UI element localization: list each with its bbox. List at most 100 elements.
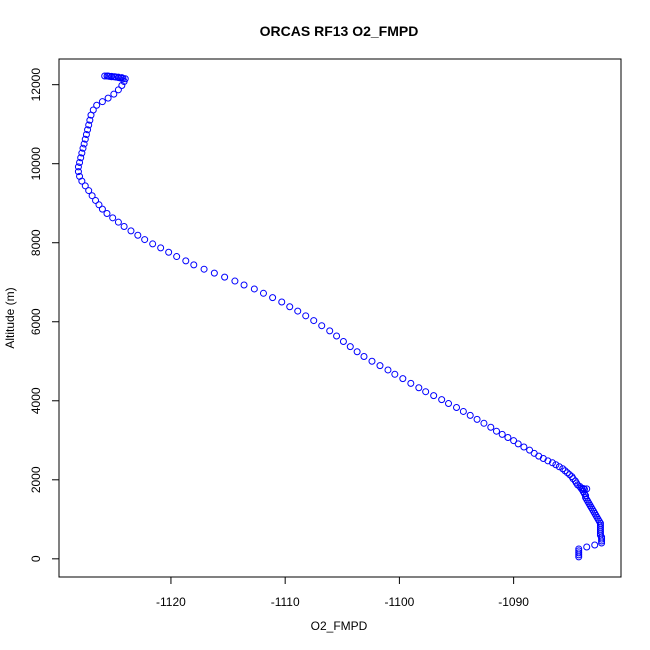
data-point: [104, 72, 112, 80]
data-point: [190, 261, 198, 269]
data-point: [165, 248, 173, 256]
data-point: [149, 240, 157, 248]
data-point: [85, 121, 93, 129]
data-point: [79, 144, 87, 152]
data-point: [353, 348, 361, 356]
y-axis: 0 2000 4000 6000 8000 10000 12000: [29, 68, 60, 562]
data-point: [231, 277, 239, 285]
data-point: [318, 322, 326, 330]
data-point: [376, 362, 384, 370]
x-tick-label: -1120: [156, 595, 186, 609]
x-axis-label: O2_FMPD: [311, 619, 368, 633]
data-point: [582, 494, 590, 502]
data-point: [111, 73, 119, 81]
data-point: [173, 253, 181, 261]
data-point: [101, 72, 109, 80]
data-point: [81, 135, 89, 143]
data-point: [459, 407, 467, 415]
data-point: [76, 172, 84, 180]
data-point: [98, 98, 106, 106]
data-point: [250, 285, 258, 293]
data-point: [221, 273, 229, 281]
plot-frame: [58, 58, 622, 578]
data-point: [591, 541, 599, 549]
data-point: [108, 72, 116, 80]
data-point: [76, 159, 84, 167]
data-point: [559, 465, 567, 473]
data-point: [114, 86, 122, 94]
data-points: [74, 72, 606, 561]
data-point: [568, 473, 576, 481]
data-point: [346, 343, 354, 351]
data-point: [333, 332, 341, 340]
data-point: [575, 545, 583, 553]
y-tick-label: 10000: [29, 147, 43, 181]
data-point: [480, 419, 488, 427]
data-point: [120, 223, 128, 231]
data-point: [526, 446, 534, 454]
data-point: [118, 74, 126, 82]
y-axis-label: Altitude (m): [3, 287, 17, 348]
data-point: [510, 437, 518, 445]
data-point: [95, 201, 103, 209]
data-point: [85, 187, 93, 195]
data-point: [583, 543, 591, 551]
data-point: [77, 154, 85, 162]
data-point: [278, 298, 286, 306]
data-point: [575, 549, 583, 557]
data-point: [302, 312, 310, 320]
y-tick-label: 2000: [29, 466, 43, 493]
x-tick-label: -1090: [498, 595, 529, 609]
data-point: [141, 236, 149, 244]
data-point: [127, 227, 135, 235]
data-point: [498, 430, 506, 438]
data-point: [84, 126, 92, 134]
data-point: [555, 463, 563, 471]
data-point: [368, 357, 376, 365]
data-point: [360, 353, 368, 361]
data-point: [430, 392, 438, 400]
data-point: [473, 415, 481, 423]
data-point: [74, 168, 82, 176]
data-point: [240, 281, 248, 289]
chart-title: ORCAS RF13 O2_FMPD: [260, 23, 419, 39]
data-point: [210, 269, 218, 277]
y-tick-label: 6000: [29, 308, 43, 335]
data-point: [504, 434, 512, 442]
data-point: [259, 289, 267, 297]
data-point: [552, 461, 560, 469]
y-tick-label: 4000: [29, 387, 43, 414]
data-point: [109, 214, 117, 222]
data-point: [563, 469, 571, 477]
data-point: [93, 101, 101, 109]
data-point: [200, 265, 208, 273]
data-point: [339, 338, 347, 346]
data-point: [399, 375, 407, 383]
data-point: [453, 403, 461, 411]
x-tick-label: -1100: [384, 595, 414, 609]
data-point: [81, 182, 89, 190]
data-point: [92, 196, 100, 204]
data-point: [89, 106, 97, 114]
data-point: [422, 388, 430, 396]
data-point: [310, 317, 318, 325]
y-tick-label: 12000: [29, 68, 43, 102]
data-point: [445, 400, 453, 408]
data-point: [286, 303, 294, 311]
data-point: [269, 294, 277, 302]
data-point: [438, 396, 446, 404]
data-point: [487, 423, 495, 431]
data-point: [561, 467, 569, 475]
data-point: [157, 244, 165, 252]
data-point: [86, 116, 94, 124]
data-point: [520, 443, 528, 451]
data-point: [575, 547, 583, 555]
data-point: [391, 370, 399, 378]
data-point: [110, 90, 118, 98]
data-point: [134, 231, 142, 239]
data-point: [182, 257, 190, 265]
data-point: [98, 205, 106, 213]
data-point: [326, 327, 334, 335]
data-point: [407, 379, 415, 387]
